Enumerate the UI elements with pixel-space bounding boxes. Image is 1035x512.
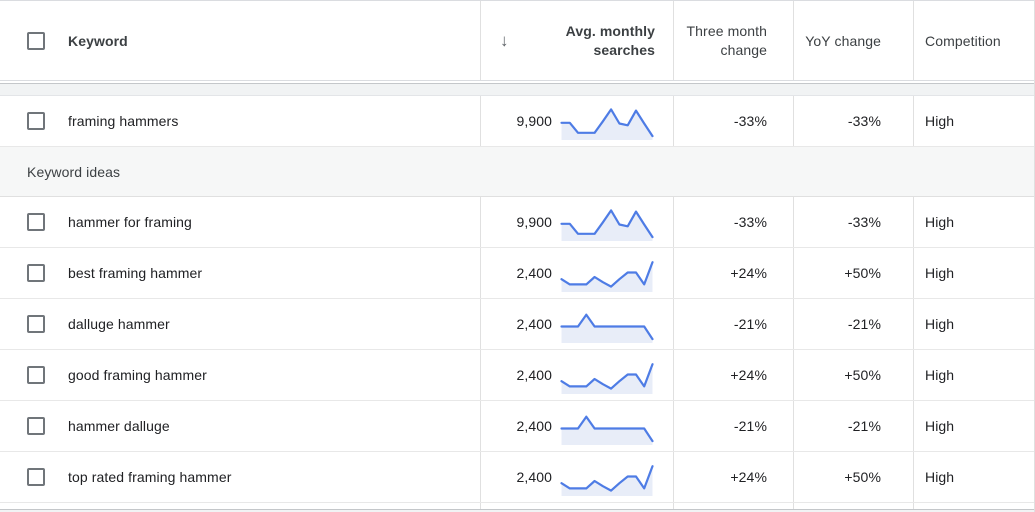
keyword-label: hammer for framing [68, 214, 192, 230]
table-row: hammer dalluge 2,400 -21% -21% High [0, 401, 1034, 452]
three-month-change-value: -33% [733, 214, 767, 230]
competition-value: High [925, 113, 955, 129]
avg-monthly-searches-value: 2,400 [516, 418, 552, 434]
keyword-label: good framing hammer [68, 367, 207, 383]
competition-column-header[interactable]: Competition [913, 1, 1034, 80]
search-trend-sparkline [559, 458, 655, 496]
keyword-column-label: Keyword [68, 32, 128, 49]
table-row: top rated framing hammer 2,400 +24% +50%… [0, 452, 1034, 503]
search-trend-sparkline [559, 305, 655, 343]
yoy-change-column-header[interactable]: YoY change [793, 1, 913, 80]
avg-monthly-searches-value: 2,400 [516, 265, 552, 281]
keyword-label: framing hammers [68, 113, 179, 129]
competition-value: High [925, 265, 955, 281]
competition-column-label: Competition [925, 32, 1001, 49]
yoy-change-value: -33% [847, 214, 881, 230]
avg-monthly-searches-value: 2,400 [516, 367, 552, 383]
yoy-change-value: +50% [844, 367, 881, 383]
bottom-scroll-gutter [0, 509, 1034, 512]
row-checkbox[interactable] [27, 417, 45, 435]
competition-value: High [925, 214, 955, 230]
keyword-label: best framing hammer [68, 265, 203, 281]
search-trend-sparkline [559, 407, 655, 445]
row-checkbox[interactable] [27, 468, 45, 486]
avg-monthly-searches-value: 2,400 [516, 316, 552, 332]
competition-value: High [925, 316, 955, 332]
avg-monthly-searches-column-label: Avg. monthly searches [565, 22, 655, 58]
table-row: dalluge hammer 2,400 -21% -21% High [0, 299, 1034, 350]
three-month-change-value: -33% [733, 113, 767, 129]
search-trend-sparkline [559, 102, 655, 140]
competition-value: High [925, 469, 955, 485]
table-row: best framing hammer 2,400 +24% +50% High [0, 248, 1034, 299]
search-trend-sparkline [559, 254, 655, 292]
section-label: Keyword ideas [27, 163, 121, 180]
header-scroll-gutter [0, 81, 1034, 96]
three-month-change-value: +24% [730, 367, 767, 383]
three-month-change-column-label: Three month change [686, 22, 767, 58]
table-row-partial [0, 503, 1034, 509]
avg-monthly-searches-value: 9,900 [516, 214, 552, 230]
yoy-change-value: -21% [847, 316, 881, 332]
yoy-change-value: -33% [847, 113, 881, 129]
keyword-label: dalluge hammer [68, 316, 170, 332]
table-row: framing hammers 9,900 -33% -33% High [0, 96, 1034, 147]
table-body: framing hammers 9,900 -33% -33% High Key… [0, 96, 1034, 503]
three-month-change-value: -21% [733, 418, 767, 434]
keyword-label: hammer dalluge [68, 418, 170, 434]
select-all-checkbox[interactable] [27, 31, 45, 50]
row-checkbox[interactable] [27, 112, 45, 130]
avg-monthly-searches-column-header[interactable]: ↓ Avg. monthly searches [480, 1, 673, 80]
three-month-change-value: -21% [733, 316, 767, 332]
avg-monthly-searches-value: 9,900 [516, 113, 552, 129]
search-trend-sparkline [559, 203, 655, 241]
keyword-label: top rated framing hammer [68, 469, 232, 485]
yoy-change-column-label: YoY change [805, 32, 881, 49]
yoy-change-value: -21% [847, 418, 881, 434]
yoy-change-value: +50% [844, 265, 881, 281]
table-header-row: Keyword ↓ Avg. monthly searches Three mo… [0, 1, 1034, 81]
three-month-change-value: +24% [730, 265, 767, 281]
table-row: good framing hammer 2,400 +24% +50% High [0, 350, 1034, 401]
table-row: hammer for framing 9,900 -33% -33% High [0, 197, 1034, 248]
section-header: Keyword ideas [0, 147, 1034, 197]
yoy-change-value: +50% [844, 469, 881, 485]
row-checkbox[interactable] [27, 315, 45, 333]
keyword-column-header[interactable]: Keyword [0, 1, 480, 80]
row-checkbox[interactable] [27, 213, 45, 231]
avg-monthly-searches-value: 2,400 [516, 469, 552, 485]
row-checkbox[interactable] [27, 264, 45, 282]
three-month-change-value: +24% [730, 469, 767, 485]
competition-value: High [925, 418, 955, 434]
row-checkbox[interactable] [27, 366, 45, 384]
sort-descending-icon[interactable]: ↓ [500, 30, 509, 50]
search-trend-sparkline [559, 356, 655, 394]
competition-value: High [925, 367, 955, 383]
three-month-change-column-header[interactable]: Three month change [673, 1, 793, 80]
